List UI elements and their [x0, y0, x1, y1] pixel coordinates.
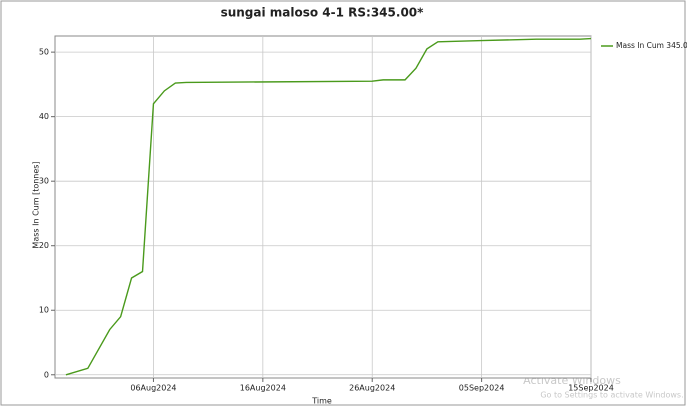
- watermark: Go to Settings to activate Windows.: [540, 391, 683, 400]
- y-tick-label: 20: [39, 241, 49, 250]
- y-axis-label: Mass In Cum [tonnes]: [32, 161, 41, 248]
- x-tick-label: 05Sep2024: [459, 384, 505, 393]
- series-line: [65, 37, 592, 376]
- x-tick-label: 16Aug2024: [240, 384, 286, 393]
- y-tick-label: 10: [39, 306, 49, 315]
- y-tick-label: 40: [39, 112, 49, 121]
- y-tick-label: 50: [39, 48, 49, 57]
- plot-area: [54, 35, 592, 379]
- chart-title: sungai maloso 4-1 RS:345.00*: [221, 6, 425, 20]
- x-tick-label: 26Aug2024: [349, 384, 395, 393]
- legend-label: Mass In Cum 345.00: [616, 41, 687, 50]
- y-tick-label: 0: [44, 370, 49, 379]
- x-axis-label: Time: [311, 397, 332, 406]
- x-tick-label: 06Aug2024: [130, 384, 176, 393]
- x-tick-label: 15Sep2024: [568, 384, 614, 393]
- y-tick-label: 30: [39, 177, 49, 186]
